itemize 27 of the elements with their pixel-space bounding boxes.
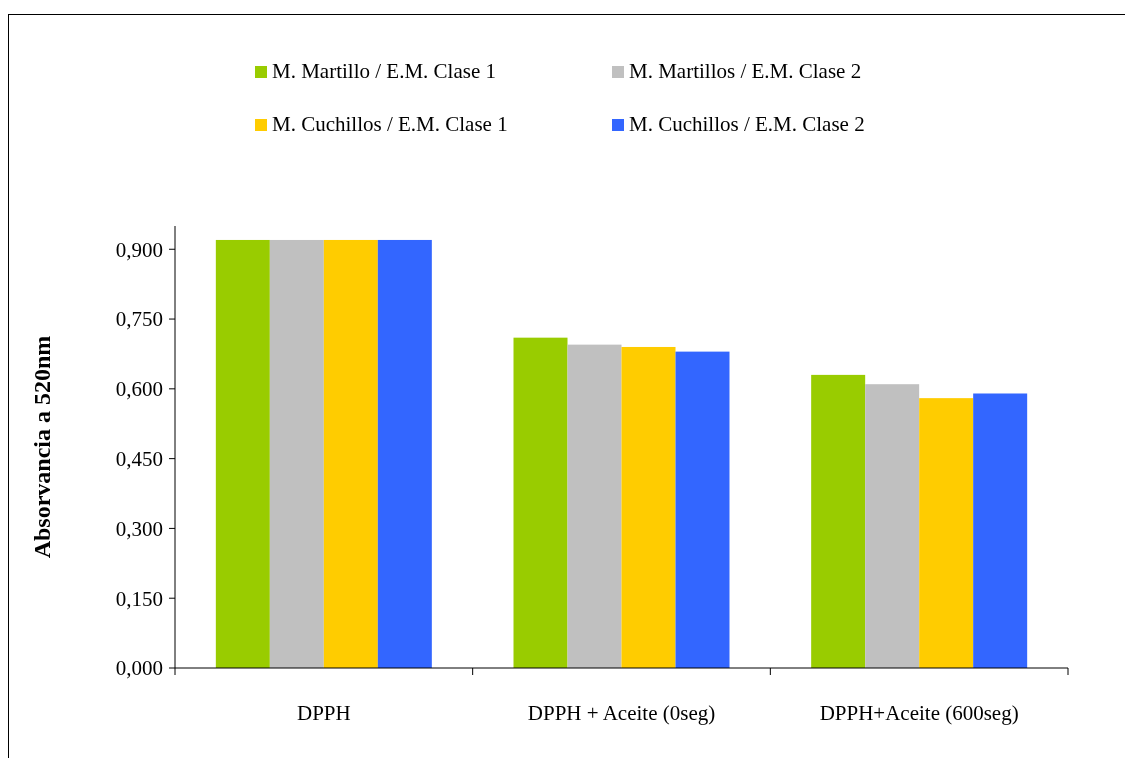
bar: [377, 239, 432, 668]
bar: [323, 239, 378, 668]
y-axis-title: Absorvancia a 520nm: [29, 335, 55, 559]
y-tick-label: 0,900: [115, 237, 163, 262]
x-tick-label: DPPH: [296, 701, 351, 725]
bar: [973, 393, 1028, 668]
y-tick-label: 0,450: [115, 446, 163, 471]
bar: [811, 374, 866, 668]
legend-label: M. Martillos / E.M. Clase 2: [629, 59, 862, 83]
bar: [621, 346, 676, 668]
y-tick-label: 0,150: [115, 586, 163, 611]
bar: [215, 239, 270, 668]
legend-label: M. Martillo / E.M. Clase 1: [272, 59, 496, 83]
y-tick-label: 0,750: [115, 307, 163, 332]
bar: [865, 384, 920, 668]
bar: [269, 239, 324, 668]
y-tick-label: 0,600: [115, 377, 163, 402]
x-tick-label: DPPH+Aceite (600seg): [819, 701, 1019, 725]
y-tick-label: 0,300: [115, 516, 163, 541]
bar: [567, 344, 622, 668]
x-tick-label: DPPH + Aceite (0seg): [527, 701, 716, 725]
bar: [919, 398, 974, 668]
bar: [675, 351, 730, 668]
legend-label: M. Cuchillos / E.M. Clase 1: [272, 112, 508, 136]
bar: [513, 337, 568, 668]
y-tick-label: 0,000: [115, 656, 163, 681]
legend-label: M. Cuchillos / E.M. Clase 2: [629, 112, 865, 136]
